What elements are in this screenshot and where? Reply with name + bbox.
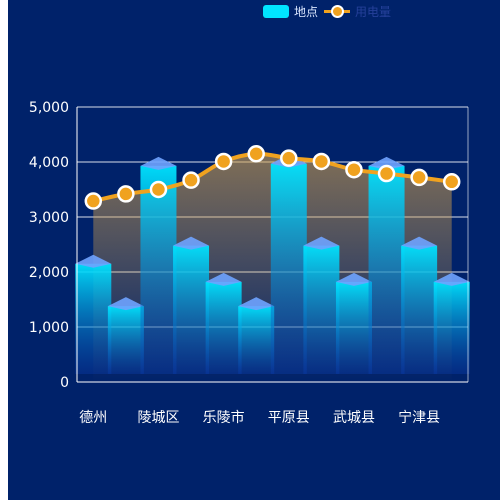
x-tick-label: 平原县 bbox=[268, 410, 310, 426]
bar-cap bbox=[107, 297, 144, 311]
line-point[interactable] bbox=[214, 152, 233, 171]
legend: 地点 用电量 bbox=[263, 3, 391, 20]
legend-item-line[interactable]: 用电量 bbox=[324, 3, 391, 20]
bar[interactable] bbox=[401, 245, 438, 374]
bar-cap bbox=[368, 156, 405, 170]
legend-bar-swatch-icon bbox=[263, 5, 289, 18]
line-point[interactable] bbox=[442, 173, 461, 191]
bar-series bbox=[75, 154, 470, 374]
y-tick-label: 5,000 bbox=[29, 100, 69, 116]
legend-item-bar[interactable]: 地点 bbox=[263, 3, 318, 20]
y-tick-label: 4,000 bbox=[29, 155, 69, 171]
axes: 0 1,000 2,000 3,000 4,000 5,000 德州 陵城区 乐陵市 平原县 武城县… bbox=[29, 100, 469, 426]
legend-line-label: 用电量 bbox=[355, 5, 392, 19]
bar[interactable] bbox=[270, 163, 307, 374]
y-tick-label: 0 bbox=[60, 375, 69, 391]
bar[interactable] bbox=[238, 306, 275, 374]
y-tick-label: 1,000 bbox=[29, 320, 69, 336]
bar[interactable] bbox=[75, 263, 112, 374]
legend-bar-label: 地点 bbox=[294, 5, 319, 19]
line-point[interactable] bbox=[182, 171, 200, 189]
bar-cap bbox=[303, 236, 340, 250]
bar[interactable] bbox=[368, 165, 405, 374]
x-tick-label: 乐陵市 bbox=[203, 409, 245, 426]
x-tick-label: 德州 bbox=[79, 410, 107, 426]
x-tick-label: 陵城区 bbox=[137, 410, 179, 426]
bar-cap bbox=[238, 297, 275, 311]
line-point[interactable] bbox=[345, 160, 363, 179]
bar-cap bbox=[401, 236, 438, 250]
bar[interactable] bbox=[205, 281, 242, 374]
bar[interactable] bbox=[173, 245, 210, 374]
y-tick-label: 3,000 bbox=[29, 210, 69, 226]
bar-cap bbox=[75, 254, 112, 268]
bar[interactable] bbox=[140, 165, 177, 374]
legend-line-swatch-icon bbox=[324, 5, 351, 18]
line-point[interactable] bbox=[117, 185, 135, 203]
bar-cap bbox=[205, 272, 242, 286]
line-point[interactable] bbox=[377, 164, 396, 183]
line-point[interactable] bbox=[280, 149, 298, 167]
line-point[interactable] bbox=[149, 180, 168, 199]
bar[interactable] bbox=[433, 281, 470, 374]
bar[interactable] bbox=[107, 306, 144, 374]
y-tick-label: 2,000 bbox=[29, 265, 69, 281]
bar-cap bbox=[173, 236, 210, 250]
line-point[interactable] bbox=[312, 152, 331, 171]
line-point[interactable] bbox=[410, 168, 428, 187]
line-series bbox=[84, 145, 461, 210]
x-tick-label: 武城县 bbox=[333, 410, 375, 426]
bar-cap bbox=[140, 156, 177, 170]
line-point[interactable] bbox=[84, 192, 103, 210]
x-tick-label: 宁津县 bbox=[398, 409, 440, 426]
bar-cap bbox=[433, 272, 470, 286]
bar[interactable] bbox=[335, 281, 372, 374]
bar-cap bbox=[335, 272, 372, 286]
line-point[interactable] bbox=[247, 145, 265, 163]
bar[interactable] bbox=[303, 245, 340, 374]
